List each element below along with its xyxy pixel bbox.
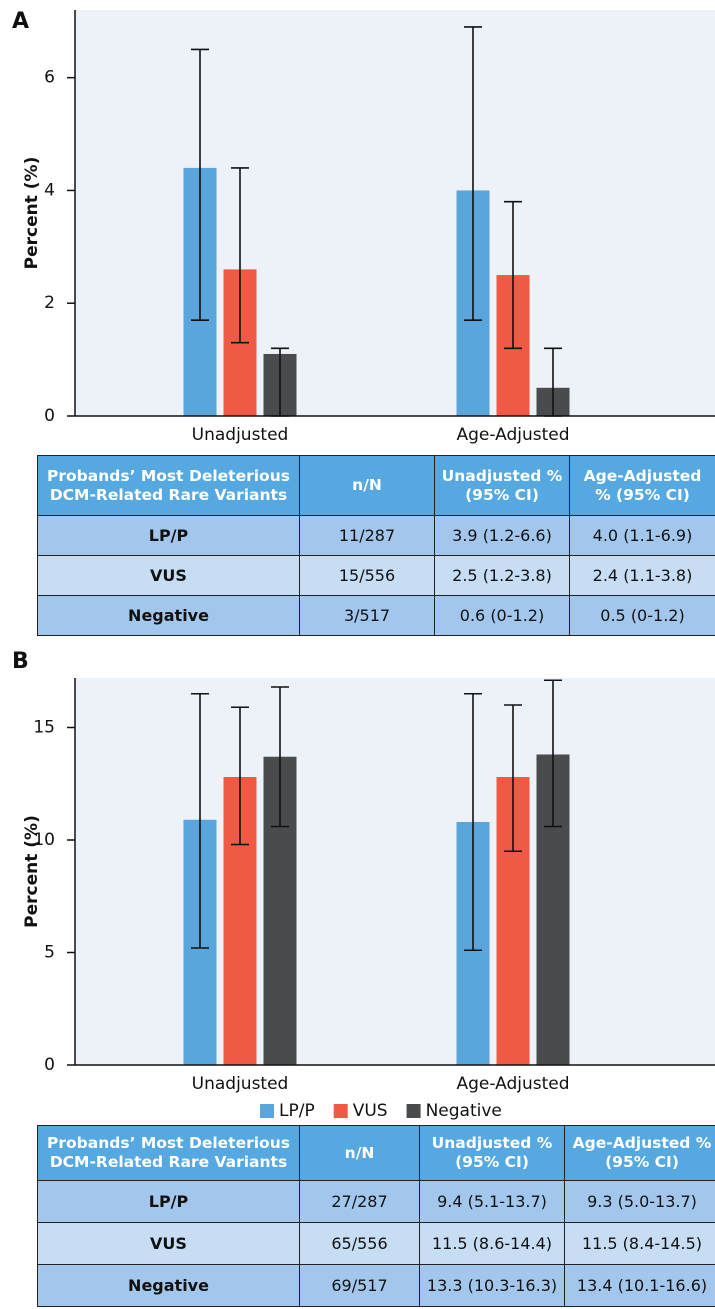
y-tick-label: 15 [33,718,55,738]
header-cell: Unadjusted % (95% CI) [419,1125,565,1181]
y-axis-title: Percent (%) [22,815,42,928]
table-cell: 2.4 (1.1-3.8) [569,555,715,596]
header-cell: n/N [299,1125,420,1181]
table-cell: 0.6 (0-1.2) [434,595,570,636]
y-tick-label: 4 [44,180,55,200]
legend-swatch [260,1104,274,1118]
table-cell: 11/287 [299,515,435,556]
table: Probands’ Most Deleterious DCM-Related R… [37,1125,715,1307]
table-cell: 3/517 [299,595,435,636]
table-cell: 11.5 (8.6-14.4) [419,1222,565,1265]
table-cell: 13.3 (10.3-16.3) [419,1264,565,1307]
table-cell: VUS [37,1222,300,1265]
table-cell: 3.9 (1.2-6.6) [434,515,570,556]
table: Probands’ Most Deleterious DCM-Related R… [37,455,715,636]
table-cell: LP/P [37,515,300,556]
plot-background [75,678,715,1065]
table-cell: 13.4 (10.1-16.6) [564,1264,715,1307]
table-cell: VUS [37,555,300,596]
table-cell: Negative [37,1264,300,1307]
legend-swatch [406,1104,421,1118]
table-cell: 27/287 [299,1180,420,1223]
header-cell: Probands’ Most Deleterious DCM-Related R… [37,455,300,516]
table-cell: 9.3 (5.0-13.7) [564,1180,715,1223]
header-cell: Probands’ Most Deleterious DCM-Related R… [37,1125,300,1181]
table-cell: 65/556 [299,1222,420,1265]
header-cell: Unadjusted % (95% CI) [434,455,570,516]
legend-label: Negative [426,1101,502,1121]
table-cell: LP/P [37,1180,300,1223]
y-axis-title: Percent (%) [22,157,42,270]
x-tick-label: Unadjusted [192,1074,289,1094]
table-cell: 9.4 (5.1-13.7) [419,1180,565,1223]
panel-label: B [12,649,29,674]
table-cell: 15/556 [299,555,435,596]
y-tick-label: 2 [44,293,55,313]
x-tick-label: Age-Adjusted [456,425,569,445]
header-cell: Age-Adjusted % (95% CI) [564,1125,715,1181]
table-cell: 69/517 [299,1264,420,1307]
table-cell: Negative [37,595,300,636]
y-tick-label: 0 [44,1055,55,1075]
legend-swatch [333,1104,348,1118]
legend-label: VUS [353,1101,388,1121]
table-cell: 2.5 (1.2-3.8) [434,555,570,596]
x-tick-label: Unadjusted [192,425,289,445]
header-cell: Age-Adjusted % (95% CI) [569,455,715,516]
header-cell: n/N [299,455,435,516]
y-tick-label: 6 [44,68,55,88]
table-cell: 4.0 (1.1-6.9) [569,515,715,556]
y-tick-label: 10 [33,830,55,850]
y-tick-label: 5 [44,943,55,963]
y-tick-label: 0 [44,406,55,426]
panel-label: A [12,9,29,34]
x-tick-label: Age-Adjusted [456,1074,569,1094]
legend-label: LP/P [279,1101,315,1121]
table-b: Probands’ Most Deleterious DCM-Related R… [37,1125,715,1307]
table-cell: 11.5 (8.4-14.5) [564,1222,715,1265]
table-a: Probands’ Most Deleterious DCM-Related R… [37,455,715,636]
table-cell: 0.5 (0-1.2) [569,595,715,636]
plot-background [75,10,715,416]
